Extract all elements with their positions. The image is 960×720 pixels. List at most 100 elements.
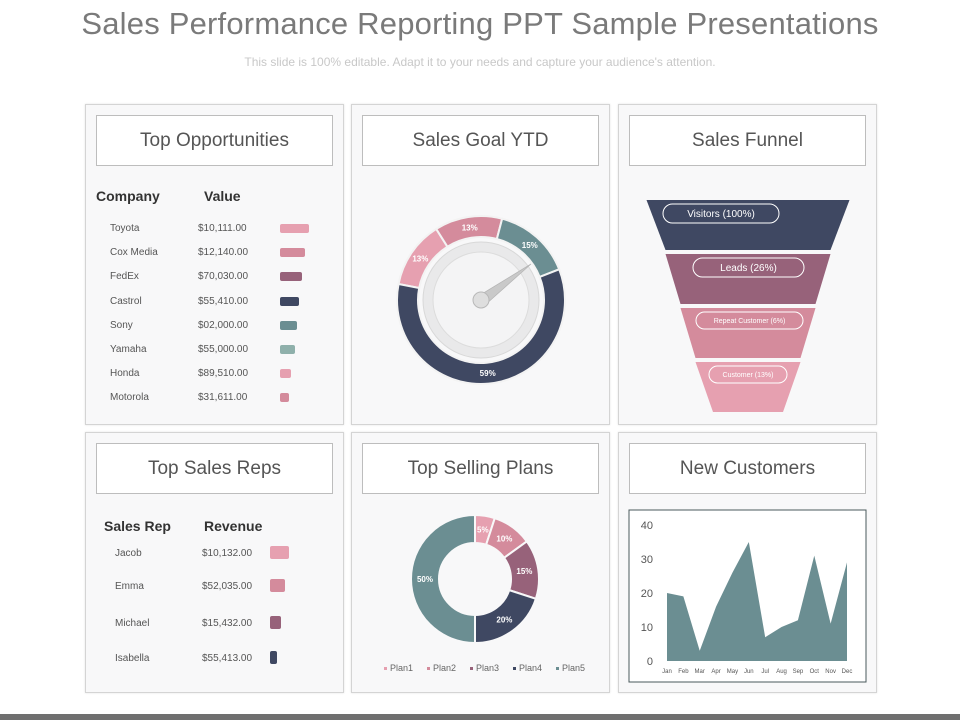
funnel-stage-pill xyxy=(695,311,804,330)
donut-slice xyxy=(410,513,476,645)
company-value: $02,000.00 xyxy=(198,319,249,331)
value-bar xyxy=(280,320,297,330)
value-bar xyxy=(280,345,295,354)
legend-marker xyxy=(427,667,430,670)
funnel-stage-pill xyxy=(662,203,780,224)
funnel-stage xyxy=(695,362,801,412)
donut-slice-label: 10% xyxy=(496,535,512,544)
sales-rep-name: Michael xyxy=(115,618,150,629)
company-name: Yamaha xyxy=(110,344,147,355)
sales-rep-name: Jacob xyxy=(115,548,142,559)
company-value: $89,510.00 xyxy=(198,368,249,380)
funnel-stage-label: Customer (13%) xyxy=(723,372,774,379)
x-tick-label: Dec xyxy=(842,669,853,675)
x-tick-label: Aug xyxy=(776,669,787,675)
funnel-stage xyxy=(646,200,850,250)
x-tick-label: Sep xyxy=(793,669,804,675)
x-tick-label: Nov xyxy=(825,669,836,675)
area-series xyxy=(667,542,847,661)
funnel-stage xyxy=(665,254,831,304)
funnel-stage-label: Repeat Customer (6%) xyxy=(714,318,786,325)
funnel-stage xyxy=(680,308,816,358)
company-name: Castrol xyxy=(110,295,142,307)
value-bar xyxy=(280,224,309,233)
x-tick-label: Jan xyxy=(662,669,672,675)
plans-donut-chart: 5% 10% 15% 20% 50% Plan1 Plan2 Plan3 Plan4 Plan5 xyxy=(384,513,585,673)
slide-subtitle: This slide is 100% editable. Adapt it to… xyxy=(244,55,716,69)
legend-label: Plan5 xyxy=(562,663,585,673)
company-name: Motorola xyxy=(110,392,149,404)
x-tick-label: Mar xyxy=(695,669,705,675)
footer-bar xyxy=(0,714,960,720)
y-tick-label: 0 xyxy=(647,656,653,668)
sales-rep-revenue: $10,132.00 xyxy=(202,548,253,559)
donut-slice-label: 5% xyxy=(477,526,489,535)
value-bar xyxy=(280,272,302,282)
company-value: $12,140.00 xyxy=(198,247,249,259)
x-tick-label: Jun xyxy=(744,669,754,675)
legend-marker xyxy=(384,667,387,670)
company-name: Honda xyxy=(110,368,140,380)
sales-funnel-title: Sales Funnel xyxy=(629,115,866,166)
value-bar xyxy=(280,369,291,379)
x-tick-label: Feb xyxy=(678,669,689,675)
funnel-stage-label: Leads (26%) xyxy=(720,263,777,274)
revenue-bar xyxy=(270,579,285,592)
legend-marker xyxy=(556,667,559,670)
legend-marker xyxy=(470,667,473,670)
legend-marker xyxy=(513,667,516,670)
value-bar xyxy=(280,296,299,306)
gauge-hub xyxy=(472,291,490,309)
company-name: FedEx xyxy=(110,271,139,283)
donut-slice-label: 20% xyxy=(496,615,512,624)
gauge-segment-label: 13% xyxy=(412,254,428,263)
legend-label: Plan4 xyxy=(519,663,542,673)
value-column-header: Value xyxy=(204,188,241,204)
revenue-column-header: Revenue xyxy=(204,518,263,534)
revenue-bar xyxy=(270,651,277,664)
y-tick-label: 30 xyxy=(641,554,653,566)
company-value: $31,611.00 xyxy=(198,392,248,404)
sales-goal-title: Sales Goal YTD xyxy=(362,115,599,166)
legend-label: Plan2 xyxy=(433,663,456,673)
gauge-segment-label: 15% xyxy=(522,241,538,250)
sales-rep-revenue: $52,035.00 xyxy=(202,581,253,592)
donut-slice-label: 15% xyxy=(516,567,532,576)
value-bar xyxy=(280,393,289,403)
y-tick-label: 10 xyxy=(641,622,653,634)
revenue-bar xyxy=(270,546,289,559)
company-value: $55,000.00 xyxy=(198,344,249,355)
funnel-stage-pill xyxy=(708,365,788,384)
sales-rep-name: Isabella xyxy=(115,653,150,664)
new-customers-title: New Customers xyxy=(629,443,866,494)
y-tick-label: 20 xyxy=(641,588,653,600)
company-value: $70,030.00 xyxy=(198,271,249,283)
gauge-segment-label: 59% xyxy=(480,369,496,378)
x-tick-label: Oct xyxy=(810,669,820,675)
funnel-stage-pill xyxy=(692,257,805,278)
company-value: $10,111.00 xyxy=(198,223,247,234)
sales-rep-revenue: $15,432.00 xyxy=(202,618,253,629)
donut-slice-label: 50% xyxy=(417,575,433,584)
top-selling-plans-panel: Top Selling Plans 5% 10% 15% 20% 50% Plan1 Pla… xyxy=(351,432,610,693)
sales-goal-gauge: 13% 13% 15% 59% xyxy=(396,215,566,385)
funnel-stage-label: Visitors (100%) xyxy=(687,209,755,220)
x-tick-label: Jul xyxy=(761,669,769,675)
new-customers-panel: New Customers 0 10 20 30 40 Jan Feb Mar Apr May Ju… xyxy=(618,432,877,693)
sales-rep-revenue: $55,413.00 xyxy=(202,653,253,664)
new-customers-area-chart: 0 10 20 30 40 Jan Feb Mar Apr May Jun Jul Aug Sep Oct N… xyxy=(628,509,867,683)
legend-label: Plan3 xyxy=(476,663,499,673)
company-value: $55,410.00 xyxy=(198,295,249,307)
top-sales-reps-title: Top Sales Reps xyxy=(96,443,333,494)
sales-funnel-chart: Visitors (100%) Leads (26%) Repeat Custome… xyxy=(646,200,850,412)
legend-label: Plan1 xyxy=(390,663,413,673)
gauge-segment xyxy=(396,268,566,385)
company-name: Toyota xyxy=(110,223,140,234)
sales-rep-name: Emma xyxy=(115,581,144,592)
gauge-segment-label: 13% xyxy=(462,223,478,232)
company-name: Cox Media xyxy=(110,247,158,259)
y-tick-label: 40 xyxy=(641,520,653,532)
top-opportunities-panel: Top Opportunities Company Value Toyota $1… xyxy=(85,104,344,425)
sales-rep-column-header: Sales Rep xyxy=(104,518,171,534)
top-opportunities-title: Top Opportunities xyxy=(96,115,333,166)
